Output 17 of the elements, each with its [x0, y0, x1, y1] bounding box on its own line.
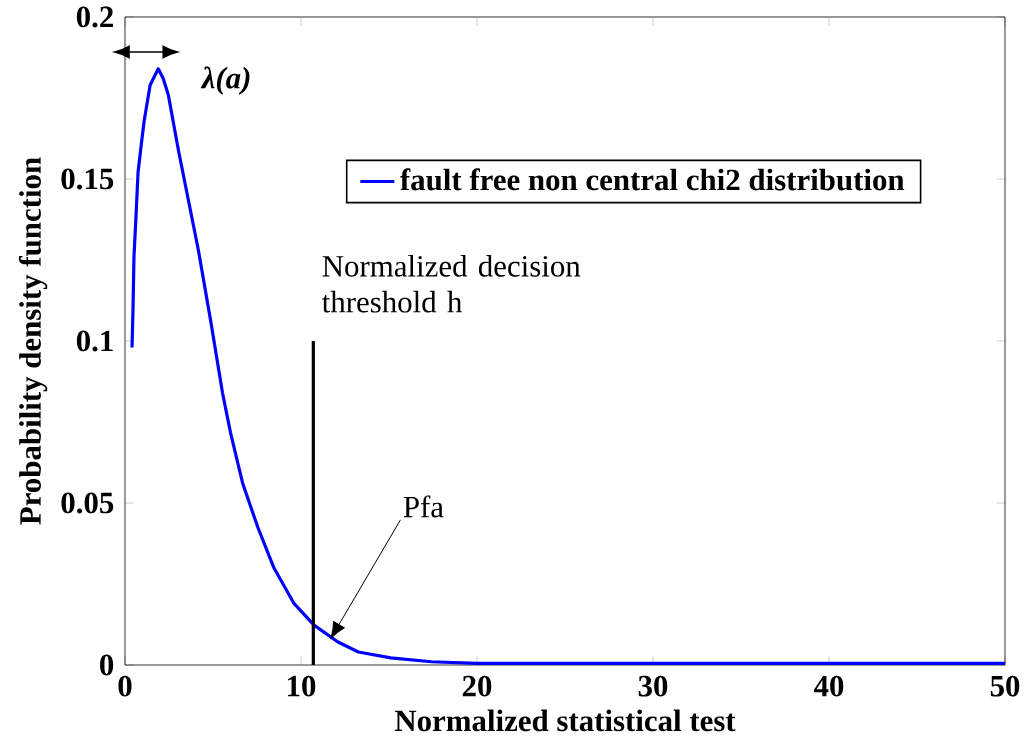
y-tick-label: 0.05 [61, 492, 114, 514]
y-tick-label: 0.2 [76, 6, 113, 28]
y-tick-label: 0.15 [61, 168, 114, 190]
y-axis-title: Probability density function [18, 157, 48, 525]
x-tick-label: 0 [118, 675, 132, 697]
x-axis-title: Normalized statistical test [394, 709, 736, 732]
legend-label: fault free non central chi2 distribution [400, 168, 905, 191]
y-tick-label: 0 [100, 654, 114, 676]
x-tick-label: 50 [990, 675, 1020, 697]
y-tick-label: 0.1 [76, 330, 113, 352]
annotation: Normalized decision threshold h [322, 254, 581, 313]
x-tick-label: 30 [638, 675, 668, 697]
x-tick-label: 40 [813, 675, 844, 697]
x-tick-label: 20 [462, 675, 492, 697]
annotation: Pfa [403, 495, 444, 518]
annotation: λ(a) [200, 66, 250, 95]
x-tick-label: 10 [288, 675, 316, 697]
